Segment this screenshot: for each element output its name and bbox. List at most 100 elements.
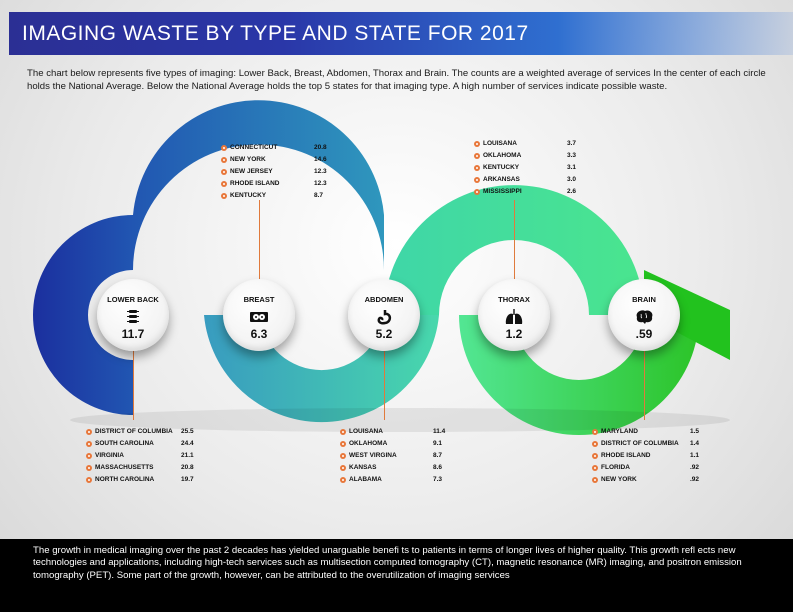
list-item: KANSAS 8.6: [340, 463, 460, 475]
state-value: 24.4: [181, 440, 194, 447]
state-name: WEST VIRGINA: [349, 452, 397, 459]
list-item: WEST VIRGINA 8.7: [340, 451, 460, 463]
state-value: 1.4: [690, 440, 700, 447]
state-name: OKLAHOMA: [349, 440, 388, 447]
circle-label: BREAST: [243, 295, 275, 304]
state-bullet-icon: [86, 477, 92, 483]
state-value: 12.3: [314, 168, 327, 175]
state-bullet-icon: [592, 453, 598, 459]
state-value: 14.6: [314, 156, 327, 163]
state-name: ALABAMA: [349, 476, 382, 483]
list-item: LOUISANA 11.4: [340, 427, 460, 439]
state-name: OKLAHOMA: [483, 152, 522, 159]
list-item: KENTUCKY 3.1: [474, 163, 576, 175]
circle-abdomen: ABDOMEN 5.2: [348, 279, 420, 351]
state-name: VIRGINIA: [95, 452, 124, 459]
state-value: 9.1: [433, 440, 443, 447]
state-value: 12.3: [314, 180, 327, 187]
circle-value: 11.7: [121, 327, 145, 341]
state-bullet-icon: [474, 177, 480, 183]
list-item: DISTRICT OF COLUMBIA 1.4: [592, 439, 742, 451]
state-name: FLORIDA: [601, 464, 630, 471]
state-bullet-icon: [340, 465, 346, 471]
state-value: 20.8: [181, 464, 194, 471]
state-name: MARYLAND: [601, 428, 638, 435]
circle-label: LOWER BACK: [107, 295, 159, 304]
list-item: NEW YORK 14.6: [221, 155, 341, 167]
connector-abdomen: [384, 343, 385, 420]
state-value: 25.5: [181, 428, 194, 435]
state-bullet-icon: [86, 453, 92, 459]
state-value: 19.7: [181, 476, 194, 483]
list-item: SOUTH CAROLINA 24.4: [86, 439, 226, 451]
state-value: 1.5: [690, 428, 700, 435]
state-bullet-icon: [592, 441, 598, 447]
state-value: .92: [690, 476, 700, 483]
circle-value: 1.2: [505, 327, 523, 341]
list-item: NORTH CAROLINA 19.7: [86, 475, 226, 487]
state-value: 1.1: [690, 452, 700, 459]
state-name: LOUISANA: [483, 140, 517, 147]
list-item: ARKANSAS 3.0: [474, 175, 576, 187]
state-name: MASSACHUSETTS: [95, 464, 154, 471]
state-name: NEW YORK: [601, 476, 637, 483]
footer-text: The growth in medical imaging over the p…: [33, 545, 742, 581]
page-title: IMAGING WASTE BY TYPE AND STATE FOR 2017: [22, 22, 529, 45]
state-name: NEW YORK: [230, 156, 266, 163]
state-bullet-icon: [340, 477, 346, 483]
connector-thorax: [514, 200, 515, 288]
circle-value: .59: [635, 327, 653, 341]
state-bullet-icon: [340, 429, 346, 435]
connector-breast: [259, 200, 260, 288]
list-item: DISTRICT OF COLUMBIA 25.5: [86, 427, 226, 439]
state-value: .92: [690, 464, 700, 471]
state-bullet-icon: [86, 465, 92, 471]
list-item: NEW YORK .92: [592, 475, 742, 487]
circle-label: BRAIN: [632, 295, 656, 304]
state-value: 21.1: [181, 452, 194, 459]
state-bullet-icon: [474, 141, 480, 147]
states-thorax: LOUISANA 3.7 OKLAHOMA 3.3 KENTUCKY 3.1 ARKA…: [474, 139, 577, 199]
wave-segment-breast: [133, 100, 384, 270]
wave-segment-lower-back: [33, 215, 133, 415]
state-name: KANSAS: [349, 464, 377, 471]
state-bullet-icon: [221, 193, 227, 199]
state-bullet-icon: [340, 441, 346, 447]
brain-icon: [636, 310, 653, 324]
circle-value: 6.3: [250, 327, 268, 341]
states-brain: MARYLAND 1.5 DISTRICT OF COLUMBIA 1.4 RHOD…: [592, 427, 742, 487]
lungs-icon: [505, 309, 523, 324]
state-value: 20.8: [314, 144, 327, 151]
list-item: OKLAHOMA 9.1: [340, 439, 460, 451]
title-bar: IMAGING WASTE BY TYPE AND STATE FOR 2017: [9, 12, 793, 55]
list-item: MARYLAND 1.5: [592, 427, 742, 439]
state-value: 8.7: [433, 452, 443, 459]
state-bullet-icon: [221, 169, 227, 175]
states-breast: CONNECTICUT 20.8 NEW YORK 14.6 NEW JERSEY 1…: [221, 143, 341, 203]
state-bullet-icon: [592, 477, 598, 483]
state-bullet-icon: [221, 157, 227, 163]
state-value: 2.6: [567, 188, 577, 195]
state-bullet-icon: [86, 441, 92, 447]
state-bullet-icon: [340, 453, 346, 459]
list-item: MASSACHUSETTS 20.8: [86, 463, 226, 475]
state-bullet-icon: [592, 429, 598, 435]
footer: The growth in medical imaging over the p…: [0, 539, 793, 612]
state-name: MISSISSIPPI: [483, 188, 522, 195]
list-item: RHODE ISLAND 12.3: [221, 179, 341, 191]
state-bullet-icon: [474, 153, 480, 159]
intro-text: The chart below represents five types of…: [27, 68, 766, 92]
state-name: CONNECTICUT: [230, 144, 278, 151]
wave-segment-thorax: [384, 185, 644, 315]
list-item: CONNECTICUT 20.8: [221, 143, 341, 155]
state-value: 8.6: [433, 464, 443, 471]
stomach-icon: [377, 310, 392, 325]
state-value: 7.3: [433, 476, 443, 483]
circle-label: THORAX: [498, 295, 530, 304]
state-value: 3.3: [567, 152, 577, 159]
states-lower-back: DISTRICT OF COLUMBIA 25.5 SOUTH CAROLINA 2…: [86, 427, 226, 487]
list-item: VIRGINIA 21.1: [86, 451, 226, 463]
state-name: LOUISANA: [349, 428, 383, 435]
list-item: RHODE ISLAND 1.1: [592, 451, 742, 463]
state-value: 11.4: [433, 428, 446, 435]
